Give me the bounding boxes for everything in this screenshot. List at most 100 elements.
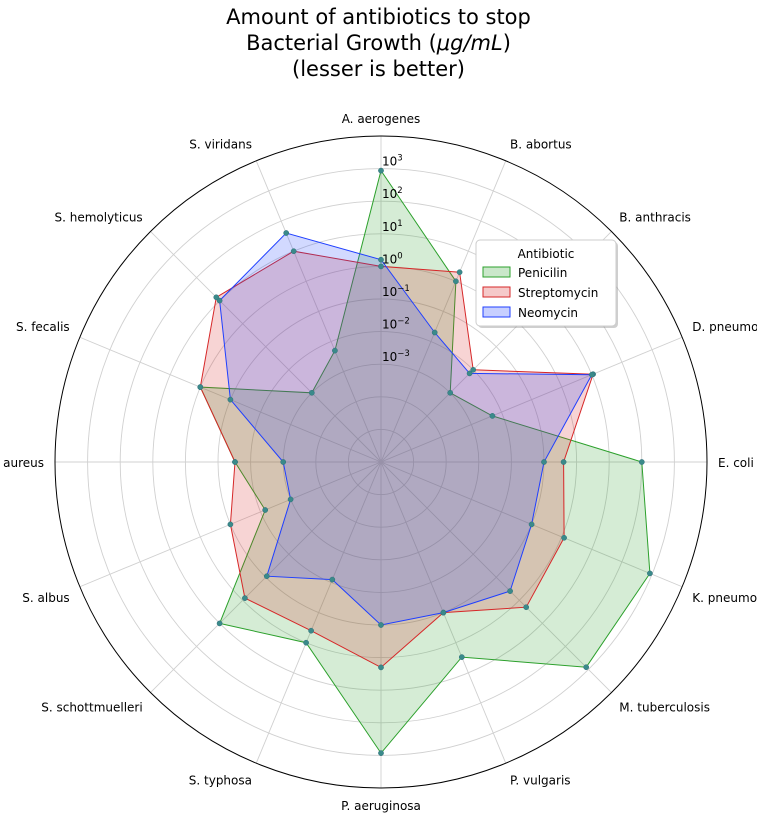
tick-base: 10 <box>382 155 397 169</box>
data-point <box>489 413 496 419</box>
data-point <box>303 639 309 646</box>
tick-base: 10 <box>382 220 397 234</box>
legend-swatch <box>482 286 511 298</box>
title-line-2-suffix: ) <box>502 31 511 55</box>
category-label: K. pneumoniae <box>692 591 757 605</box>
legend: Antibiotic Penicilin Streptomycin Neomycin <box>475 239 618 328</box>
tick-exponent: −1 <box>397 284 410 294</box>
data-point <box>453 278 459 285</box>
data-point <box>440 609 447 616</box>
spoke-line <box>150 231 382 463</box>
legend-entry-label: Streptomycin <box>518 286 598 300</box>
tick-exponent: −2 <box>397 317 410 327</box>
spoke-line <box>380 336 683 463</box>
data-point <box>431 329 438 336</box>
tick-exponent: 0 <box>397 251 402 261</box>
data-point <box>378 750 384 756</box>
data-point <box>232 459 238 465</box>
tick-exponent: 1 <box>397 219 402 229</box>
category-label: B. abortus <box>510 138 572 152</box>
legend-box <box>475 239 617 327</box>
category-label: S. hemolyticus <box>54 211 142 225</box>
data-point <box>332 347 338 354</box>
category-label: B. anthracis <box>619 211 691 225</box>
data-point <box>287 496 294 503</box>
legend-title: Antibiotic <box>518 247 575 261</box>
data-point <box>528 521 535 528</box>
data-point <box>378 167 384 174</box>
data-point <box>227 521 234 528</box>
data-point <box>329 576 336 583</box>
tick-exponent: −3 <box>397 349 410 359</box>
category-label: S. aureus <box>0 456 44 470</box>
tick-exponent: 2 <box>397 186 402 196</box>
data-point <box>523 604 530 611</box>
category-label: P. vulgaris <box>510 773 571 787</box>
data-point <box>242 595 248 601</box>
radial-tick-label: 10−1 <box>382 284 410 299</box>
category-label: S. albus <box>22 591 69 605</box>
radial-tick-label: 103 <box>382 154 403 169</box>
title-unit: μg/mL <box>436 31 503 55</box>
data-point <box>283 230 290 236</box>
data-point <box>227 396 234 403</box>
category-label: E. coli <box>718 456 754 470</box>
data-point <box>638 459 645 465</box>
data-point <box>378 622 384 628</box>
data-point <box>197 384 204 390</box>
radial-tick-label: 100 <box>382 251 403 266</box>
radial-tick-label: 101 <box>382 219 403 234</box>
spoke-line <box>255 160 382 463</box>
data-point <box>456 269 463 276</box>
data-point <box>308 389 315 396</box>
title-line-1: Amount of antibiotics to stop <box>226 5 531 29</box>
radar-series <box>197 167 653 756</box>
category-label: D. pneumoniae <box>692 320 757 334</box>
data-point <box>647 570 653 577</box>
legend-entry-label: Neomycin <box>518 306 578 320</box>
tick-base: 10 <box>382 350 397 364</box>
tick-base: 10 <box>382 187 397 201</box>
radial-tick-label: 102 <box>382 186 403 201</box>
category-label: A. aerogenes <box>342 112 421 126</box>
category-label: S. schottmuelleri <box>41 700 142 714</box>
tick-base: 10 <box>382 285 397 299</box>
data-point <box>447 389 454 396</box>
title-line-2: Bacterial Growth (μg/mL) <box>0 30 757 56</box>
data-point <box>263 573 270 580</box>
data-point <box>378 256 384 263</box>
spoke-line <box>380 160 507 463</box>
chart-title: Amount of antibiotics to stop Bacterial … <box>0 4 757 82</box>
data-point <box>378 664 384 671</box>
spoke-line <box>255 461 382 764</box>
category-label: S. viridans <box>189 138 252 152</box>
data-point <box>308 627 314 634</box>
data-point <box>262 507 269 513</box>
data-point <box>290 248 297 255</box>
data-point <box>583 664 590 671</box>
category-label: M. tuberculosis <box>619 700 710 714</box>
legend-entry-label: Penicilin <box>518 266 567 280</box>
data-point <box>470 366 477 373</box>
outer-circle <box>54 135 708 789</box>
legend-swatch <box>482 266 511 278</box>
data-point <box>458 654 465 660</box>
radial-tick-label: 10−3 <box>382 349 410 364</box>
data-point <box>280 459 287 465</box>
category-label: S. fecalis <box>16 320 70 334</box>
tick-base: 10 <box>382 252 397 266</box>
data-point <box>588 371 595 378</box>
title-line-2-prefix: Bacterial Growth ( <box>246 31 437 55</box>
legend-swatch <box>482 306 511 318</box>
data-point <box>216 620 223 627</box>
tick-exponent: 3 <box>397 154 402 164</box>
radial-tick-label: 10−2 <box>382 317 410 332</box>
data-point <box>561 534 567 541</box>
data-point <box>378 263 384 270</box>
spoke-line <box>380 461 612 693</box>
category-label: S. typhosa <box>189 773 252 787</box>
data-point <box>466 370 473 377</box>
category-labels: A. aerogenes B. abortus B. anthracis D. pne… <box>0 112 757 813</box>
